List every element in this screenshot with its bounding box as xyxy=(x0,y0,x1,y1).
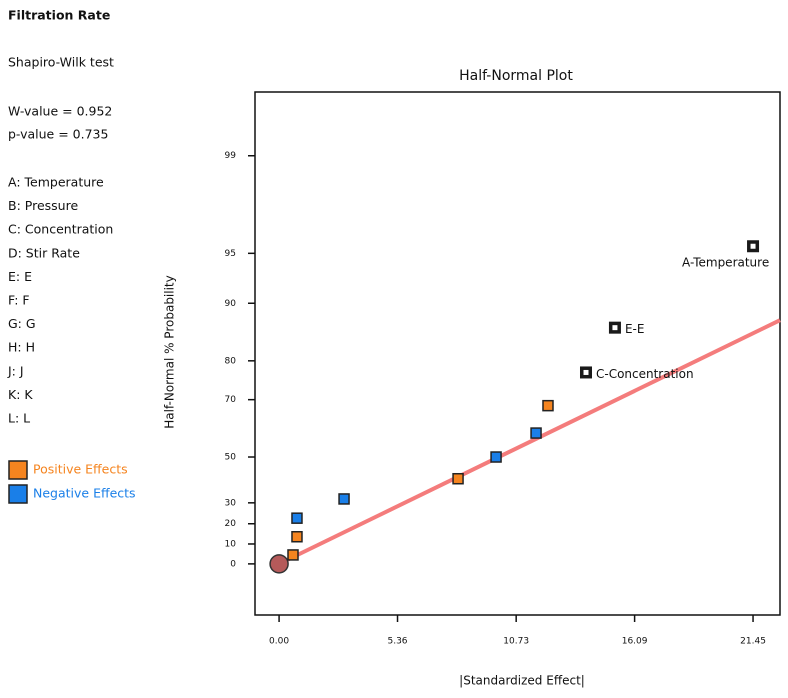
legend-label: Positive Effects xyxy=(33,462,128,477)
origin-point xyxy=(269,554,289,574)
factor: D: Stir Rate xyxy=(8,245,80,260)
x-axis-label: |Standardized Effect| xyxy=(459,674,585,688)
factor: C: Concentration xyxy=(8,222,113,237)
labeled-point-inner xyxy=(583,369,589,375)
plot-frame xyxy=(254,91,781,616)
p-value: p-value = 0.735 xyxy=(8,127,108,142)
fit-line xyxy=(278,318,781,566)
y-axis-label: Half-Normal % Probability xyxy=(163,275,177,429)
factor: K: K xyxy=(8,387,33,402)
legend-label: Negative Effects xyxy=(33,486,136,501)
factor: G: G xyxy=(8,316,36,331)
y-tick-label: 50 xyxy=(225,453,237,463)
effect-point xyxy=(490,451,502,463)
y-tick-label: 99 xyxy=(225,151,237,161)
y-tick-label: 70 xyxy=(225,395,237,405)
x-tick-label: 10.73 xyxy=(503,637,529,647)
term-label: E-E xyxy=(625,322,645,336)
y-tick-label: 30 xyxy=(225,498,237,508)
term-label: A-Temperature xyxy=(682,256,769,270)
factor: H: H xyxy=(8,340,35,355)
term-label: C-Concentration xyxy=(596,367,694,381)
x-tick-label: 21.45 xyxy=(740,637,766,647)
effect-point xyxy=(291,530,303,543)
y-tick-label: 10 xyxy=(225,539,237,549)
y-tick-label: 95 xyxy=(225,249,236,259)
effect-point xyxy=(291,512,303,524)
effect-point xyxy=(287,549,299,561)
test-name: Shapiro-Wilk test xyxy=(8,55,114,70)
x-tick-label: 5.36 xyxy=(387,637,407,647)
factor: A: Temperature xyxy=(8,175,104,190)
y-tick-label: 80 xyxy=(225,356,237,366)
factor: E: E xyxy=(8,269,32,284)
effect-point xyxy=(542,399,554,412)
factor: F: F xyxy=(8,293,30,308)
effect-point xyxy=(452,472,464,485)
legend-swatch xyxy=(8,484,28,504)
factor: B: Pressure xyxy=(8,198,78,213)
chart-title: Half-Normal Plot xyxy=(459,68,573,84)
y-tick-label: 20 xyxy=(225,519,237,529)
factor: J: J xyxy=(7,363,24,378)
factor: L: L xyxy=(8,411,30,426)
effect-point xyxy=(338,493,350,505)
labeled-point-inner xyxy=(750,243,756,249)
y-tick-label: 90 xyxy=(225,299,237,309)
w-value: W-value = 0.952 xyxy=(8,104,112,119)
legend-swatch xyxy=(8,460,28,480)
panel-title: Filtration Rate xyxy=(8,8,110,23)
x-tick-label: 0.00 xyxy=(269,637,289,647)
labeled-point-inner xyxy=(612,325,618,331)
y-tick-label: 0 xyxy=(230,559,236,569)
x-tick-label: 16.09 xyxy=(622,637,648,647)
effect-point xyxy=(530,427,542,439)
